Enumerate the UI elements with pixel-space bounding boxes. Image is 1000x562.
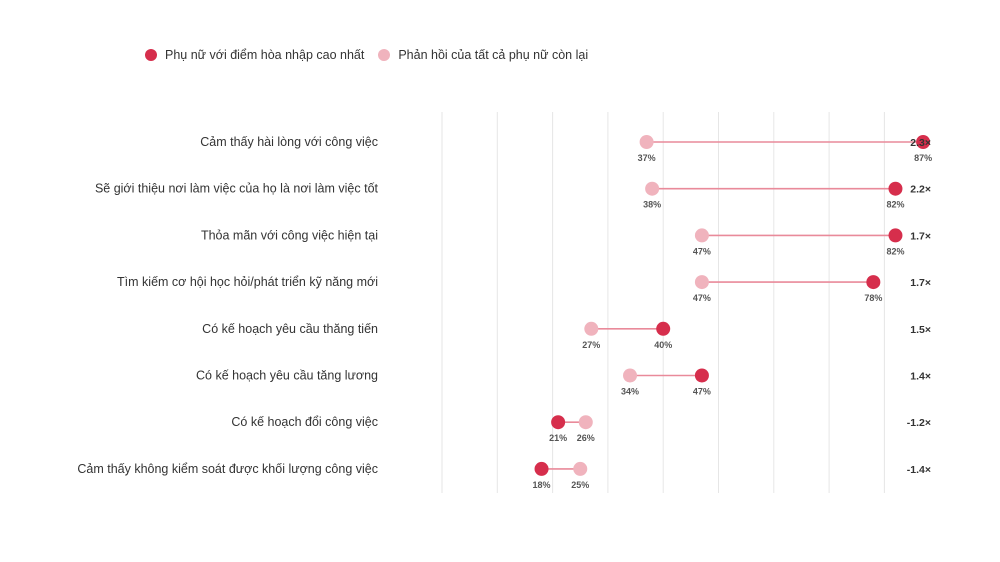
- top-point: [916, 135, 931, 149]
- row-label: Có kế hoạch đổi công việc: [231, 415, 378, 429]
- legend-item-rest: Phản hồi của tất cả phụ nữ còn lại: [378, 48, 588, 62]
- rest-point: [645, 181, 660, 196]
- row-label: Cảm thấy hài lòng với công việc: [200, 135, 378, 149]
- rest-point: [584, 321, 599, 336]
- rest-value-label: 47%: [693, 293, 711, 303]
- legend-label-top: Phụ nữ với điểm hòa nhập cao nhất: [165, 48, 365, 62]
- rest-point: [573, 461, 588, 476]
- row-label: Thỏa mãn với công việc hiện tại: [201, 228, 378, 242]
- rest-point: [694, 275, 709, 290]
- rest-value-label: 38%: [643, 200, 661, 210]
- ratio-label: 2.3×: [910, 137, 931, 149]
- rest-point: [578, 415, 593, 430]
- rest-point: [639, 135, 654, 149]
- rest-value-label: 27%: [582, 340, 600, 350]
- row-label: Sẽ giới thiệu nơi làm việc của họ là nơi…: [95, 182, 379, 196]
- top-point: [534, 461, 549, 476]
- top-value-label: 87%: [914, 153, 932, 163]
- top-value-label: 21%: [549, 433, 567, 443]
- ratio-label: -1.4×: [907, 464, 931, 476]
- top-value-label: 82%: [886, 200, 904, 210]
- legend-label-rest: Phản hồi của tất cả phụ nữ còn lại: [398, 48, 589, 62]
- top-point: [888, 228, 903, 243]
- rest-value-label: 47%: [693, 246, 711, 256]
- chart-legend: Phụ nữ với điểm hòa nhập cao nhất Phản h…: [145, 48, 602, 62]
- ratio-label: 1.4×: [910, 371, 931, 383]
- legend-item-top: Phụ nữ với điểm hòa nhập cao nhất: [145, 48, 364, 62]
- top-point: [888, 181, 903, 196]
- ratio-label: 1.5×: [910, 324, 931, 336]
- row-label: Có kế hoạch yêu cầu thăng tiến: [202, 322, 378, 336]
- rest-point: [694, 228, 709, 243]
- rest-value-label: 26%: [577, 433, 595, 443]
- top-value-label: 40%: [654, 340, 672, 350]
- ratio-label: 1.7×: [910, 277, 931, 289]
- top-point: [866, 275, 881, 290]
- top-point: [656, 321, 671, 336]
- rest-value-label: 37%: [638, 153, 656, 163]
- top-value-label: 18%: [533, 480, 551, 490]
- top-value-label: 82%: [886, 246, 904, 256]
- row-label: Tìm kiếm cơ hội học hỏi/phát triển kỹ nă…: [117, 275, 378, 289]
- ratio-label: 2.2×: [910, 184, 931, 196]
- rest-point: [623, 368, 638, 383]
- top-value-label: 47%: [693, 387, 711, 397]
- top-value-label: 78%: [864, 293, 882, 303]
- rest-value-label: 25%: [571, 480, 589, 490]
- ratio-label: 1.7×: [910, 230, 931, 242]
- legend-marker-top: [145, 49, 157, 61]
- ratio-label: -1.2×: [907, 417, 931, 429]
- top-point: [551, 415, 566, 430]
- top-point: [694, 368, 709, 383]
- row-label: Cảm thấy không kiểm soát được khối lượng…: [77, 462, 378, 476]
- rest-value-label: 34%: [621, 387, 639, 397]
- legend-marker-rest: [378, 49, 391, 61]
- row-label: Có kế hoạch yêu cầu tăng lương: [196, 369, 378, 383]
